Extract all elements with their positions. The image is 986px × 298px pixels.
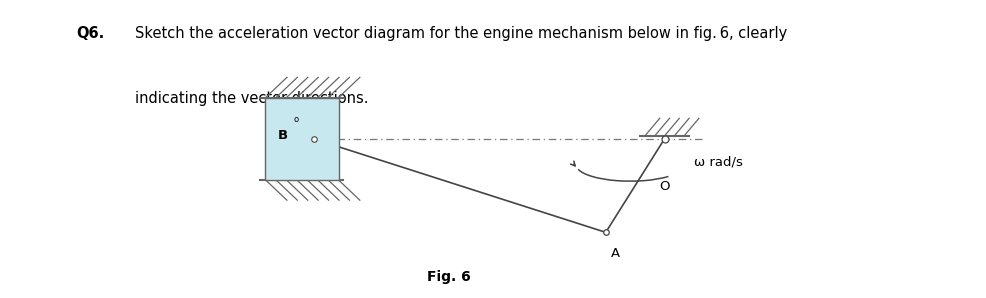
Text: Q6.: Q6. xyxy=(76,26,105,41)
Text: A: A xyxy=(610,247,620,260)
Text: ω rad/s: ω rad/s xyxy=(694,156,742,169)
FancyBboxPatch shape xyxy=(265,98,338,180)
Text: O: O xyxy=(660,180,669,193)
Text: B: B xyxy=(277,129,288,142)
Text: indicating the vector directions.: indicating the vector directions. xyxy=(135,91,369,105)
Text: Fig. 6: Fig. 6 xyxy=(427,269,470,283)
Text: Sketch the acceleration vector diagram for the engine mechanism below in fig. 6,: Sketch the acceleration vector diagram f… xyxy=(135,26,788,41)
Text: o: o xyxy=(294,115,299,124)
